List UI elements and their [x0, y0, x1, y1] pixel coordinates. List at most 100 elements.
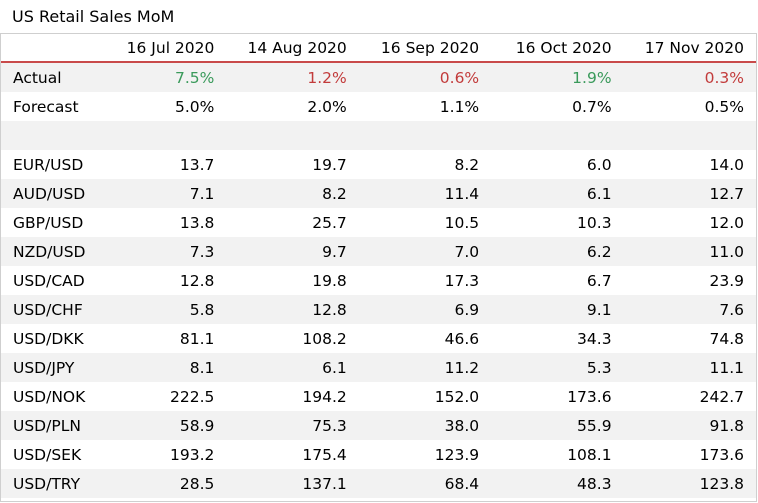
table-title: US Retail Sales MoM [12, 7, 175, 26]
table-cell: 6.2 [491, 237, 624, 266]
table-cell: 13.7 [94, 150, 227, 179]
column-header: 14 Aug 2020 [226, 34, 359, 63]
table-cell: 55.9 [491, 411, 624, 440]
table-cell: 12.8 [94, 266, 227, 295]
row-label: GBP/USD [1, 208, 94, 237]
table-cell: 48.3 [491, 469, 624, 498]
table-cell: 10.5 [358, 208, 492, 237]
table-cell: 2.0% [226, 92, 359, 121]
row-label: EUR/USD [1, 150, 94, 179]
row-label: USD/JPY [1, 353, 94, 382]
table-cell: 1.1% [358, 92, 492, 121]
table-cell: 193.2 [94, 440, 227, 469]
column-header: 16 Jul 2020 [94, 34, 227, 63]
table-cell: 9.7 [226, 237, 359, 266]
table-cell: 242.7 [623, 382, 756, 411]
header-row: 16 Jul 2020 14 Aug 2020 16 Sep 2020 16 O… [1, 34, 756, 63]
table-cell: 6.1 [226, 353, 359, 382]
table-cell: 58.9 [94, 411, 227, 440]
table-cell: 34.3 [491, 324, 624, 353]
table-cell: 12.8 [226, 295, 359, 324]
table-cell: 6.7 [491, 266, 624, 295]
table-cell: 5.3 [491, 353, 624, 382]
table-cell: 7.6 [623, 295, 756, 324]
row-usd-pln: USD/PLN 58.9 75.3 38.0 55.9 91.8 [1, 411, 756, 440]
table-cell: 7.1 [94, 179, 227, 208]
row-usd-try: USD/TRY 28.5 137.1 68.4 48.3 123.8 [1, 469, 756, 498]
table-cell: 81.1 [94, 324, 227, 353]
table-cell [491, 121, 624, 150]
table-cell: 11.1 [623, 353, 756, 382]
table-cell: 0.7% [491, 92, 624, 121]
table-cell: 75.3 [226, 411, 359, 440]
row-label: USD/CHF [1, 295, 94, 324]
table-cell [226, 121, 359, 150]
table-cell: 152.0 [358, 382, 492, 411]
row-label: AUD/USD [1, 179, 94, 208]
table-frame [0, 33, 757, 502]
table-cell: 46.6 [358, 324, 492, 353]
table-cell: 17.3 [358, 266, 492, 295]
table-cell: 123.8 [623, 469, 756, 498]
row-usd-sek: USD/SEK 193.2 175.4 123.9 108.1 173.6 [1, 440, 756, 469]
row-usd-dkk: USD/DKK 81.1 108.2 46.6 34.3 74.8 [1, 324, 756, 353]
table-cell: 7.5% [94, 62, 227, 92]
table-cell: 123.9 [358, 440, 492, 469]
row-nzd-usd: NZD/USD 7.3 9.7 7.0 6.2 11.0 [1, 237, 756, 266]
table-cell: 9.1 [491, 295, 624, 324]
table-cell: 19.8 [226, 266, 359, 295]
table-cell: 74.8 [623, 324, 756, 353]
table-cell: 7.3 [94, 237, 227, 266]
row-label: USD/TRY [1, 469, 94, 498]
table-cell: 11.0 [623, 237, 756, 266]
table-cell: 8.2 [358, 150, 492, 179]
table-cell: 91.8 [623, 411, 756, 440]
table-cell [623, 121, 756, 150]
table-cell: 11.4 [358, 179, 492, 208]
header-corner [1, 34, 94, 63]
table-cell: 6.9 [358, 295, 492, 324]
retail-sales-table: 16 Jul 2020 14 Aug 2020 16 Sep 2020 16 O… [1, 34, 756, 498]
table-cell: 14.0 [623, 150, 756, 179]
column-header: 17 Nov 2020 [623, 34, 756, 63]
row-label: Actual [1, 62, 94, 92]
table-cell: 7.0 [358, 237, 492, 266]
row-actual: Actual 7.5% 1.2% 0.6% 1.9% 0.3% [1, 62, 756, 92]
table-cell: 38.0 [358, 411, 492, 440]
table-cell: 0.3% [623, 62, 756, 92]
table-cell: 12.0 [623, 208, 756, 237]
row-usd-chf: USD/CHF 5.8 12.8 6.9 9.1 7.6 [1, 295, 756, 324]
table-cell: 6.0 [491, 150, 624, 179]
row-label: Forecast [1, 92, 94, 121]
table-cell: 28.5 [94, 469, 227, 498]
row-label: NZD/USD [1, 237, 94, 266]
table-cell: 1.9% [491, 62, 624, 92]
table-cell: 175.4 [226, 440, 359, 469]
table-cell: 68.4 [358, 469, 492, 498]
row-usd-cad: USD/CAD 12.8 19.8 17.3 6.7 23.9 [1, 266, 756, 295]
table-cell: 23.9 [623, 266, 756, 295]
row-gbp-usd: GBP/USD 13.8 25.7 10.5 10.3 12.0 [1, 208, 756, 237]
table-cell: 10.3 [491, 208, 624, 237]
table-cell: 5.8 [94, 295, 227, 324]
row-spacer [1, 121, 756, 150]
row-label [1, 121, 94, 150]
row-eur-usd: EUR/USD 13.7 19.7 8.2 6.0 14.0 [1, 150, 756, 179]
table-cell: 173.6 [623, 440, 756, 469]
table-cell: 1.2% [226, 62, 359, 92]
row-usd-nok: USD/NOK 222.5 194.2 152.0 173.6 242.7 [1, 382, 756, 411]
table-body: Actual 7.5% 1.2% 0.6% 1.9% 0.3% Forecast 5.0% 2.… [1, 62, 756, 498]
table-cell: 19.7 [226, 150, 359, 179]
table-cell [358, 121, 492, 150]
row-label: USD/CAD [1, 266, 94, 295]
table-cell: 108.1 [491, 440, 624, 469]
column-header: 16 Sep 2020 [358, 34, 492, 63]
row-label: USD/NOK [1, 382, 94, 411]
row-forecast: Forecast 5.0% 2.0% 1.1% 0.7% 0.5% [1, 92, 756, 121]
table-cell: 12.7 [623, 179, 756, 208]
row-label: USD/SEK [1, 440, 94, 469]
table-cell: 5.0% [94, 92, 227, 121]
table-cell: 25.7 [226, 208, 359, 237]
row-aud-usd: AUD/USD 7.1 8.2 11.4 6.1 12.7 [1, 179, 756, 208]
table-cell: 6.1 [491, 179, 624, 208]
